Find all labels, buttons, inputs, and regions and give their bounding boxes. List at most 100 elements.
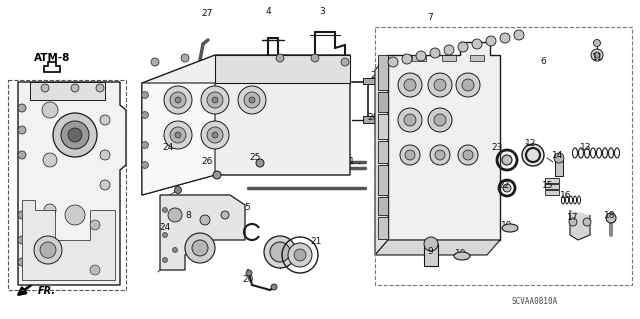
Circle shape (246, 270, 252, 276)
Text: 23: 23 (492, 144, 502, 152)
Text: 13: 13 (580, 144, 592, 152)
Circle shape (388, 57, 398, 67)
Text: 24: 24 (159, 224, 171, 233)
Circle shape (34, 236, 62, 264)
Circle shape (416, 51, 426, 61)
Circle shape (164, 121, 192, 149)
Circle shape (270, 242, 290, 262)
Polygon shape (18, 82, 126, 285)
Bar (375, 27, 632, 285)
Circle shape (593, 40, 600, 47)
Bar (378, 141, 388, 163)
Circle shape (404, 114, 416, 126)
Circle shape (500, 33, 510, 43)
Circle shape (200, 215, 210, 225)
Circle shape (168, 208, 182, 222)
Polygon shape (388, 42, 500, 240)
Text: 1: 1 (349, 158, 355, 167)
Circle shape (213, 171, 221, 179)
Circle shape (207, 127, 223, 143)
Text: 22: 22 (499, 181, 509, 189)
Text: 17: 17 (567, 213, 579, 222)
Circle shape (175, 187, 182, 194)
Text: 28: 28 (367, 113, 379, 122)
Circle shape (554, 153, 564, 163)
Bar (378, 55, 388, 90)
Text: FR.: FR. (38, 286, 56, 296)
Circle shape (221, 211, 229, 219)
Circle shape (594, 52, 600, 58)
Circle shape (61, 121, 89, 149)
Text: 10: 10 (455, 249, 467, 257)
Circle shape (207, 92, 223, 108)
Circle shape (486, 36, 496, 46)
Circle shape (18, 104, 26, 112)
Text: 11: 11 (592, 54, 604, 63)
Bar (363, 116, 375, 123)
Circle shape (212, 97, 218, 103)
Circle shape (428, 73, 452, 97)
Circle shape (456, 73, 480, 97)
Circle shape (606, 213, 616, 223)
Circle shape (181, 54, 189, 62)
Ellipse shape (502, 224, 518, 232)
Circle shape (462, 79, 474, 91)
Text: 24: 24 (163, 144, 173, 152)
Circle shape (276, 54, 284, 62)
Bar (363, 78, 375, 84)
Text: 5: 5 (244, 203, 250, 211)
Circle shape (100, 215, 110, 225)
Circle shape (43, 153, 57, 167)
Bar (442, 55, 456, 61)
Circle shape (398, 73, 422, 97)
Circle shape (170, 127, 186, 143)
Circle shape (430, 145, 450, 165)
Circle shape (244, 92, 260, 108)
Text: 19: 19 (501, 220, 513, 229)
Circle shape (42, 102, 58, 118)
Circle shape (100, 180, 110, 190)
Circle shape (68, 128, 82, 142)
Bar (470, 55, 484, 61)
Circle shape (503, 184, 511, 192)
Circle shape (163, 207, 168, 212)
Polygon shape (570, 210, 590, 240)
Circle shape (405, 150, 415, 160)
Circle shape (424, 237, 438, 251)
Polygon shape (142, 83, 215, 195)
Circle shape (65, 205, 85, 225)
Circle shape (170, 92, 186, 108)
Circle shape (435, 150, 445, 160)
Text: 6: 6 (540, 57, 546, 66)
Circle shape (472, 39, 482, 49)
Circle shape (141, 161, 148, 168)
Bar (555, 158, 563, 176)
Circle shape (522, 144, 544, 166)
Text: 25: 25 (250, 153, 260, 162)
Bar (424, 244, 438, 266)
Circle shape (90, 265, 100, 275)
Circle shape (201, 86, 229, 114)
Text: 26: 26 (202, 158, 212, 167)
Circle shape (311, 54, 319, 62)
Text: 15: 15 (542, 181, 554, 189)
Ellipse shape (454, 252, 470, 260)
Circle shape (185, 233, 215, 263)
Circle shape (212, 132, 218, 138)
Circle shape (430, 48, 440, 58)
Circle shape (514, 30, 524, 40)
Text: 8: 8 (185, 211, 191, 219)
Circle shape (192, 240, 208, 256)
Polygon shape (44, 62, 60, 72)
Text: 16: 16 (560, 191, 572, 201)
Circle shape (434, 114, 446, 126)
Bar (378, 197, 388, 215)
Text: 9: 9 (427, 248, 433, 256)
Circle shape (175, 132, 181, 138)
Circle shape (141, 112, 148, 118)
Text: 21: 21 (310, 238, 322, 247)
Circle shape (94, 259, 106, 271)
Bar (545, 178, 559, 183)
Circle shape (341, 58, 349, 66)
Circle shape (271, 284, 277, 290)
